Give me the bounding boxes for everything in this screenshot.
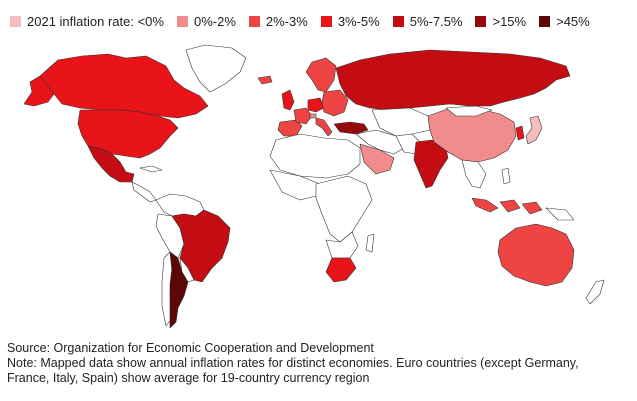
region-paraguay bbox=[179, 257, 195, 283]
region-turkey bbox=[333, 121, 369, 135]
region-saudi-arabia bbox=[359, 143, 395, 175]
legend-swatch bbox=[176, 15, 188, 27]
region-uk bbox=[281, 89, 295, 111]
region-south-africa bbox=[325, 257, 357, 283]
region-north-africa bbox=[269, 133, 361, 179]
region-eastern-europe bbox=[321, 89, 349, 117]
region-italy bbox=[315, 117, 333, 137]
legend-item-2-3: 2%-3% bbox=[248, 13, 308, 29]
region-madagascar bbox=[365, 233, 375, 253]
legend-label: >15% bbox=[492, 13, 527, 29]
region-mongolia bbox=[445, 105, 493, 117]
region-north-south-america bbox=[155, 193, 205, 217]
legend-swatch bbox=[10, 15, 21, 27]
legend-item-3-5: 3%-5% bbox=[320, 13, 380, 29]
region-canada bbox=[39, 53, 209, 119]
legend-item-gt15: >15% bbox=[475, 14, 526, 29]
region-philippines bbox=[501, 167, 511, 185]
region-indonesia bbox=[471, 197, 543, 215]
world-inflation-map bbox=[0, 36, 637, 336]
region-new-zealand bbox=[585, 279, 605, 305]
note-line-2: France, Italy, Spain) show average for 1… bbox=[7, 371, 370, 385]
legend-item-0-2: 0%-2% bbox=[176, 13, 236, 29]
source-line: Source: Organization for Economic Cooper… bbox=[7, 341, 374, 355]
legend-swatch bbox=[320, 15, 332, 27]
region-france bbox=[293, 107, 313, 125]
region-central-africa bbox=[315, 175, 373, 243]
legend-label: 3%-5% bbox=[337, 13, 380, 29]
region-japan bbox=[525, 115, 543, 145]
region-argentina bbox=[169, 251, 189, 329]
region-mexico bbox=[87, 145, 135, 183]
region-russia bbox=[335, 49, 571, 111]
legend-swatch bbox=[392, 15, 404, 27]
region-alaska bbox=[23, 75, 55, 107]
region-central-america bbox=[131, 181, 157, 203]
note-line-1: Note: Mapped data show annual inflation … bbox=[7, 356, 579, 370]
legend-item-5-7-5: 5%-7.5% bbox=[392, 13, 463, 29]
region-germany bbox=[307, 97, 325, 113]
world-map-svg bbox=[23, 44, 605, 329]
legend-swatch bbox=[539, 15, 551, 27]
region-iceland bbox=[257, 75, 273, 85]
legend-label: 5%-7.5% bbox=[409, 13, 463, 29]
region-brazil bbox=[171, 209, 231, 283]
region-south-korea bbox=[515, 125, 525, 141]
legend-item-gt45: >45% bbox=[539, 14, 590, 29]
region-usa bbox=[77, 109, 179, 159]
legend-swatch bbox=[248, 15, 260, 27]
region-papua-new-guinea bbox=[545, 207, 575, 221]
legend-swatch bbox=[475, 15, 487, 27]
map-legend: 2021 inflation rate: <0% 0%-2% 2%-3% 3%-… bbox=[10, 12, 603, 30]
legend-label: 2021 inflation rate: <0% bbox=[27, 13, 164, 29]
region-switzerland bbox=[309, 113, 317, 119]
region-central-asia bbox=[371, 107, 431, 137]
region-greenland bbox=[185, 44, 247, 93]
region-australia bbox=[497, 223, 575, 287]
legend-label: 0%-2% bbox=[193, 13, 236, 29]
legend-label: >45% bbox=[556, 13, 590, 29]
map-footnotes: Source: Organization for Economic Cooper… bbox=[7, 341, 635, 386]
region-cuba bbox=[139, 165, 163, 173]
legend-label: 2%-3% bbox=[265, 13, 308, 29]
legend-item-lt0: 2021 inflation rate: <0% bbox=[10, 14, 164, 29]
region-scandinavia bbox=[305, 57, 337, 93]
region-middle-east bbox=[355, 129, 405, 155]
region-southeast-asia bbox=[461, 159, 487, 189]
